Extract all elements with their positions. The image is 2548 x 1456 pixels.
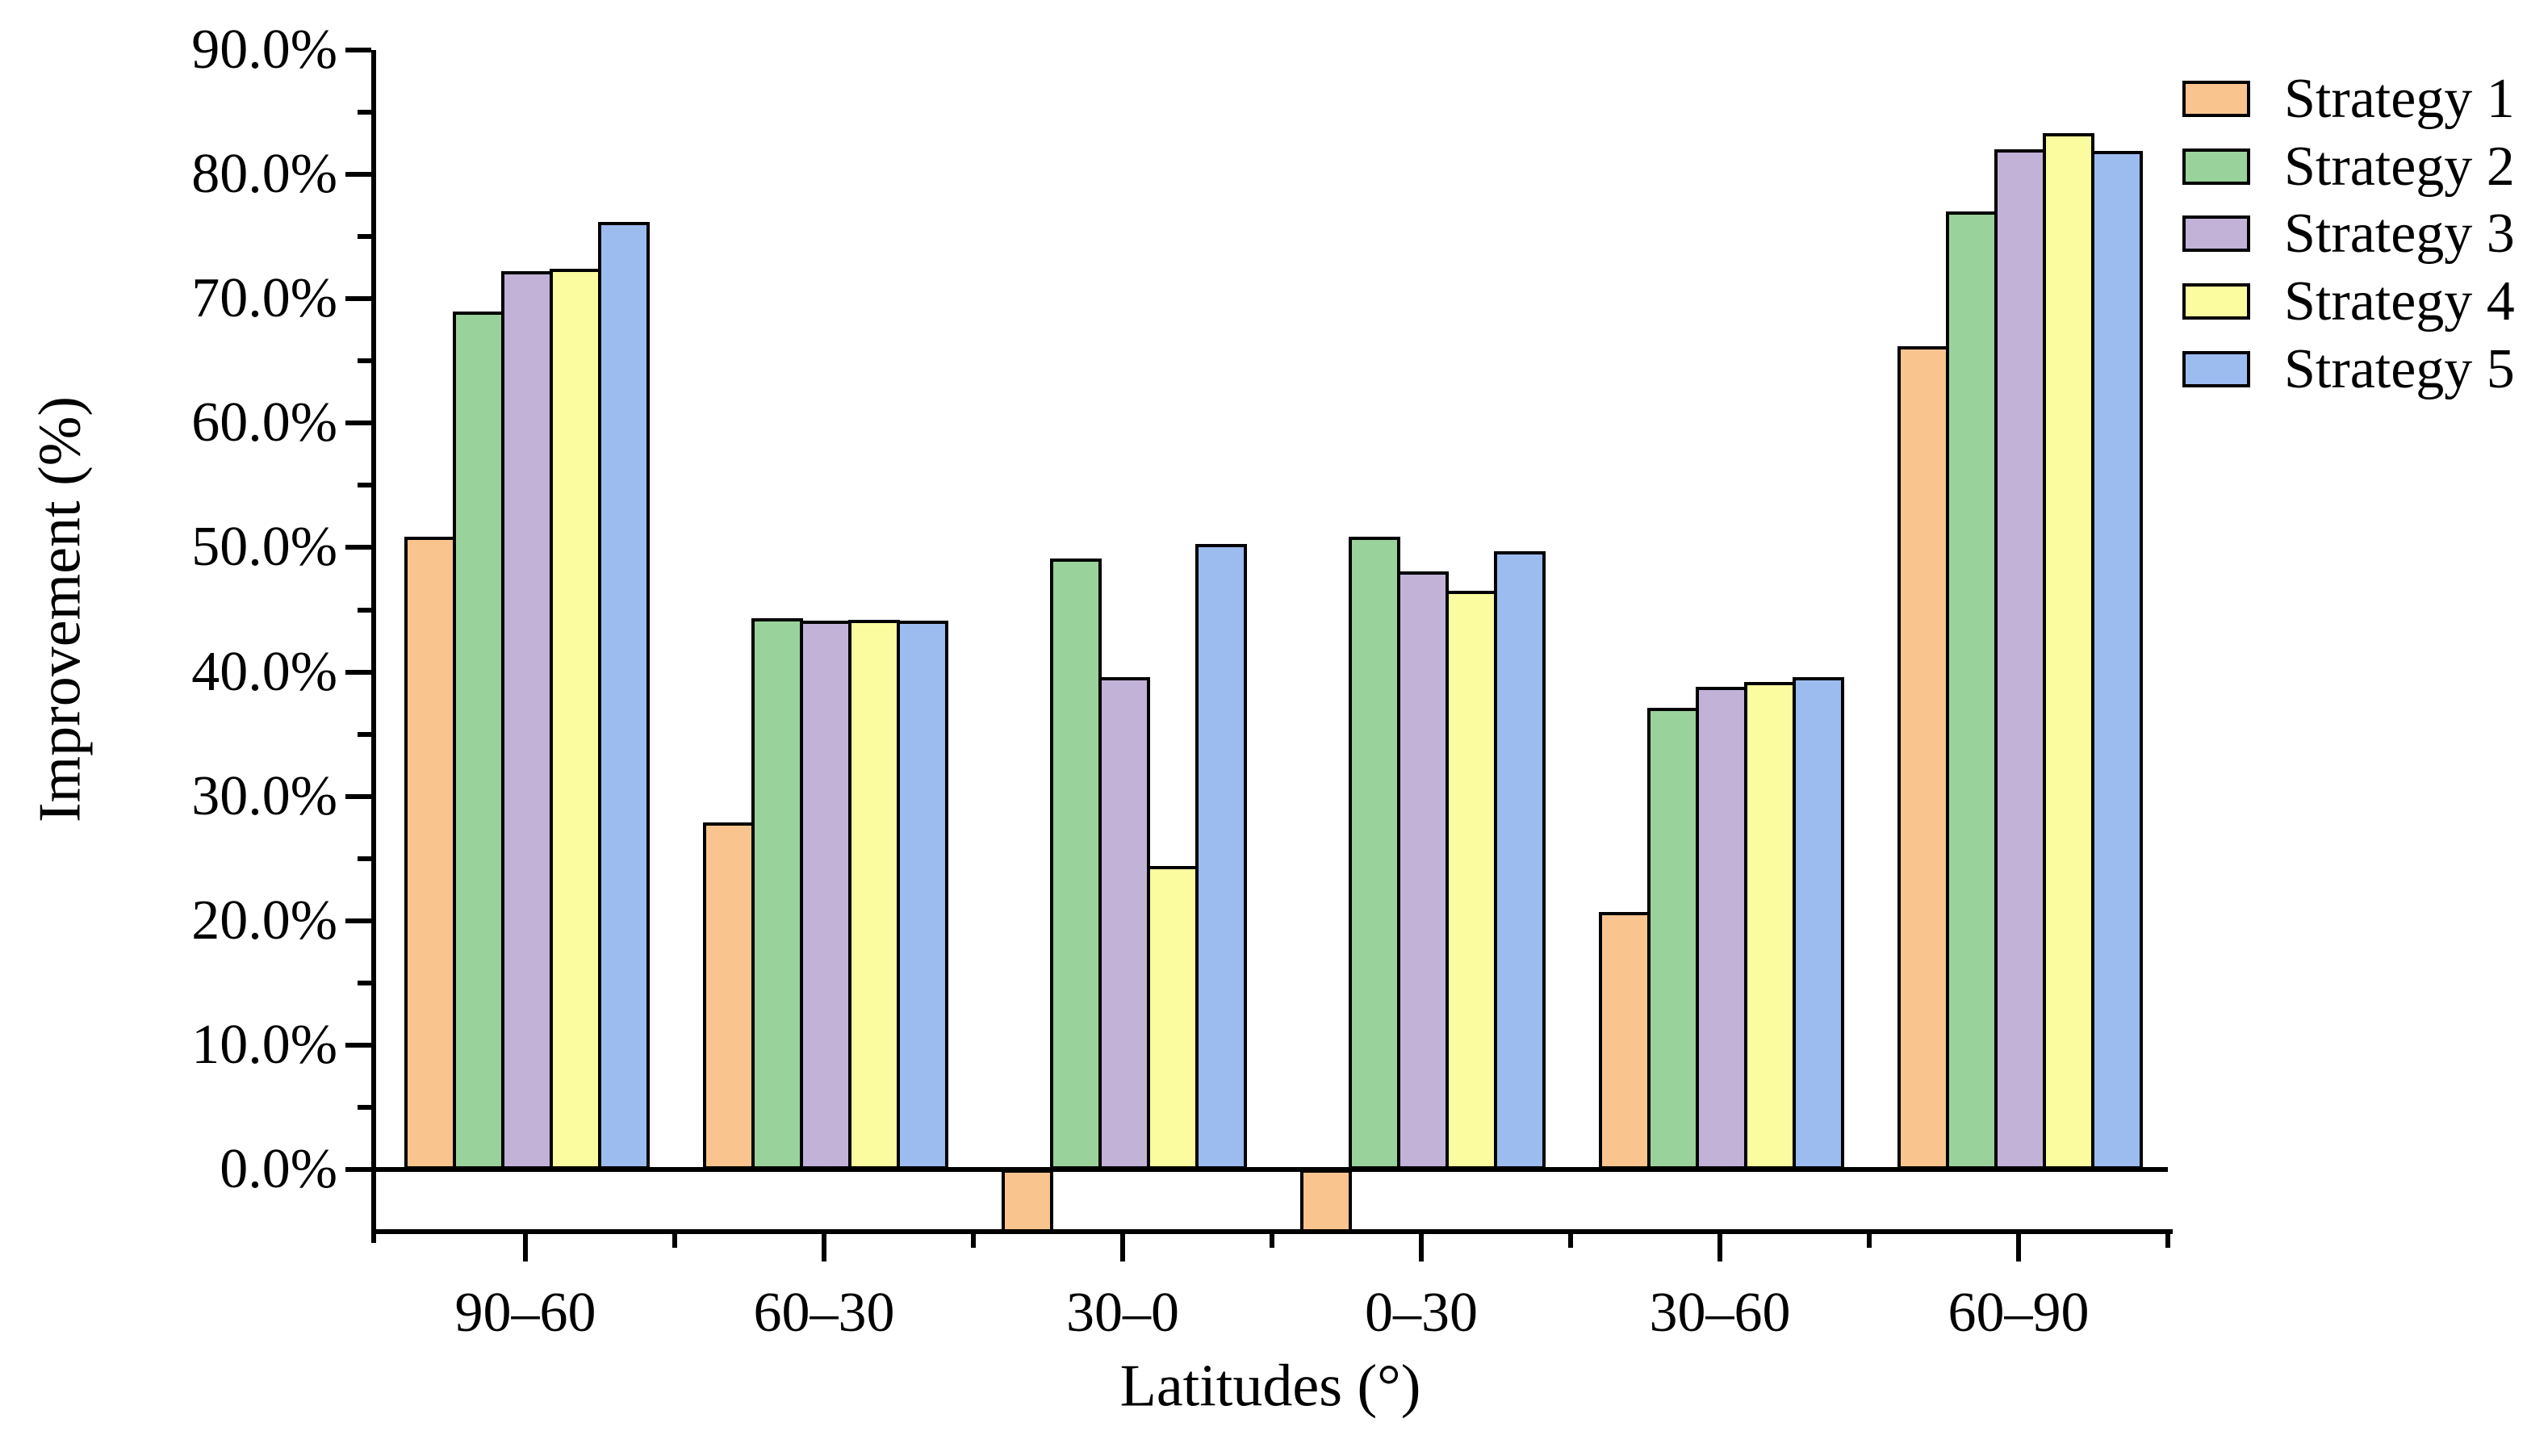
bar-strategy3-0–30 [1397,571,1449,1169]
y-tick-label: 40.0% [191,640,337,703]
bar-strategy5-90–60 [598,221,650,1169]
y-minor-tick [358,234,371,240]
y-major-tick [345,1042,371,1048]
bar-strategy1-90–60 [404,536,456,1169]
bar-strategy2-60–30 [751,618,803,1170]
legend-label-strategy-1: Strategy 1 [2284,67,2515,130]
y-major-tick [345,669,371,675]
x-category-label: 60–90 [1948,1282,2090,1344]
bar-strategy1-0–30 [1300,1169,1352,1232]
y-minor-tick [358,358,371,364]
y-tick-label: 80.0% [191,143,337,206]
y-tick-label: 10.0% [191,1013,337,1076]
bar-strategy3-60–30 [800,621,851,1170]
y-tick-label: 0.0% [220,1138,337,1200]
y-tick-label: 70.0% [191,267,337,330]
legend-swatch-strategy-4 [2182,283,2250,320]
bar-strategy4-0–30 [1446,591,1497,1170]
x-minor-tick [1568,1234,1573,1248]
y-minor-tick [358,980,371,985]
bar-strategy4-60–90 [2043,133,2094,1170]
y-tick-label: 20.0% [191,889,337,952]
y-major-tick [345,172,371,178]
y-major-tick [345,420,371,426]
bar-strategy3-30–0 [1098,676,1150,1169]
bar-strategy1-30–0 [1002,1169,1053,1232]
x-minor-tick [672,1234,677,1248]
bar-strategy3-90–60 [501,271,553,1170]
y-major-tick [345,545,371,550]
y-minor-tick [358,1104,371,1110]
x-minor-tick [1867,1234,1872,1248]
legend-swatch-strategy-1 [2182,81,2250,117]
y-major-tick [345,296,371,302]
bar-strategy1-60–90 [1897,345,1949,1169]
x-axis-title: Latitudes (°) [1119,1353,1421,1420]
bar-strategy4-90–60 [550,269,601,1170]
bar-strategy2-60–90 [1946,211,1998,1170]
bar-strategy4-30–60 [1744,681,1796,1169]
x-minor-tick [971,1234,976,1248]
legend-label-strategy-4: Strategy 4 [2284,270,2515,333]
x-major-tick [1717,1234,1722,1261]
y-minor-tick [358,607,371,613]
bar-strategy5-30–60 [1793,676,1844,1169]
y-minor-tick [358,110,371,115]
x-minor-tick [1270,1234,1274,1248]
y-tick-label: 90.0% [191,19,337,81]
y-tick-label: 30.0% [191,764,337,827]
x-category-label: 90–60 [454,1282,596,1344]
bar-strategy4-30–0 [1147,865,1199,1169]
bar-strategy5-0–30 [1494,551,1546,1170]
y-axis-line [371,50,376,1243]
x-major-tick [523,1234,528,1261]
y-major-tick [345,918,371,923]
legend-swatch-strategy-5 [2182,351,2250,387]
plot-bottom-line [371,1229,2173,1234]
x-category-label: 30–60 [1649,1282,1791,1344]
x-major-tick [1419,1234,1424,1261]
x-minor-tick [2165,1234,2170,1248]
legend-label-strategy-3: Strategy 3 [2284,202,2515,265]
bar-strategy2-30–60 [1647,708,1699,1170]
x-category-label: 60–30 [753,1282,895,1344]
y-minor-tick [358,483,371,488]
y-major-tick [345,793,371,799]
legend-label-strategy-2: Strategy 2 [2284,135,2515,198]
x-major-tick [1120,1234,1125,1261]
y-major-tick [345,48,371,52]
bar-strategy3-30–60 [1696,687,1747,1170]
x-major-tick [2016,1234,2021,1261]
y-tick-label: 60.0% [191,391,337,454]
bar-strategy1-60–30 [703,822,755,1170]
legend-swatch-strategy-3 [2182,215,2250,252]
bar-strategy2-30–0 [1050,559,1102,1170]
y-tick-label: 50.0% [191,516,337,579]
bar-strategy5-30–0 [1195,543,1247,1169]
x-major-tick [822,1234,826,1261]
y-minor-tick [358,856,371,861]
bar-strategy5-60–90 [2091,150,2143,1169]
y-axis-title: Improvement (%) [27,395,94,823]
bar-strategy4-60–30 [848,619,900,1169]
x-category-label: 0–30 [1365,1282,1478,1344]
bar-strategy3-60–90 [1994,149,2046,1170]
x-category-label: 30–0 [1066,1282,1179,1344]
bar-strategy5-60–30 [897,621,948,1170]
bar-strategy2-0–30 [1349,536,1400,1169]
legend-swatch-strategy-2 [2182,149,2250,185]
bar-strategy1-30–60 [1599,911,1651,1169]
legend-label-strategy-5: Strategy 5 [2284,337,2515,400]
x-baseline [345,1167,2168,1172]
bar-strategy2-90–60 [453,311,504,1169]
y-minor-tick [358,731,371,737]
